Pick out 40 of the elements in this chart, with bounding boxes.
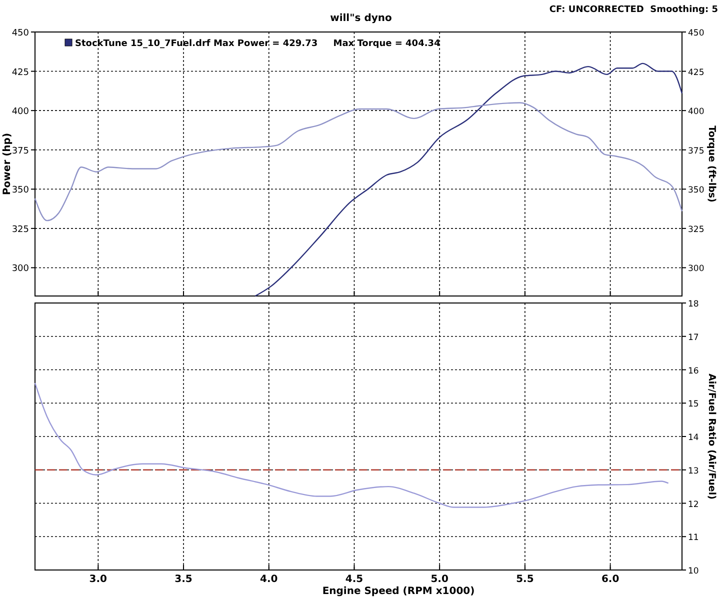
y2-tick-label: 14 bbox=[688, 433, 699, 443]
y2-tick-label: 450 bbox=[688, 28, 704, 38]
y2-tick-label: 375 bbox=[688, 146, 704, 156]
y2-tick-label: 17 bbox=[688, 332, 699, 343]
y-tick-label: 400 bbox=[12, 107, 30, 118]
y2-tick-label: 12 bbox=[688, 500, 699, 510]
y-tick-label: 375 bbox=[12, 146, 29, 156]
y-tick-label: 300 bbox=[12, 264, 30, 274]
x-tick-label: 6.0 bbox=[601, 574, 620, 585]
annotation: StockTune 15_10_7Fuel.drf Max Power = 429.73 Max Torque = 404.34 bbox=[75, 39, 440, 49]
y-axis-title: Power (hp) bbox=[2, 132, 13, 196]
x-tick-label: 3.5 bbox=[174, 574, 192, 585]
y2-axis-title: Air/Fuel Ratio (Air/Fuel) bbox=[706, 374, 717, 500]
y2-tick-label: 325 bbox=[688, 224, 704, 235]
y-tick-label: 325 bbox=[12, 224, 29, 235]
x-axis-title: Engine Speed (RPM x1000) bbox=[322, 586, 475, 597]
y-tick-label: 350 bbox=[12, 186, 30, 196]
line-series bbox=[34, 102, 683, 222]
y2-tick-label: 13 bbox=[688, 466, 699, 476]
y-tick-label: 450 bbox=[12, 28, 30, 38]
y2-tick-label: 10 bbox=[688, 566, 699, 576]
y2-tick-label: 15 bbox=[688, 400, 699, 410]
y2-tick-label: 350 bbox=[688, 186, 704, 196]
line-series bbox=[254, 62, 683, 297]
chart-subtitle: will"s dyno bbox=[330, 13, 392, 24]
x-tick-label: 5.0 bbox=[430, 574, 448, 585]
x-tick-label: 4.5 bbox=[345, 574, 364, 585]
line-series bbox=[34, 382, 669, 508]
y2-tick-label: 425 bbox=[688, 68, 704, 78]
x-tick-label: 4.0 bbox=[260, 574, 278, 585]
x-tick-label: 3.0 bbox=[89, 574, 108, 585]
y2-tick-label: 300 bbox=[688, 264, 704, 274]
y2-tick-label: 16 bbox=[688, 366, 699, 376]
y2-tick-label: 18 bbox=[688, 300, 699, 310]
x-tick-label: 5.5 bbox=[516, 574, 534, 585]
y-tick-label: 425 bbox=[12, 68, 29, 78]
text: CF: UNCORRECTED Smoothing: 5 bbox=[549, 5, 718, 15]
y2-tick-label: 400 bbox=[688, 107, 704, 118]
y2-axis-title: Torque (ft-lbs) bbox=[706, 126, 717, 202]
y2-tick-label: 11 bbox=[688, 533, 699, 544]
